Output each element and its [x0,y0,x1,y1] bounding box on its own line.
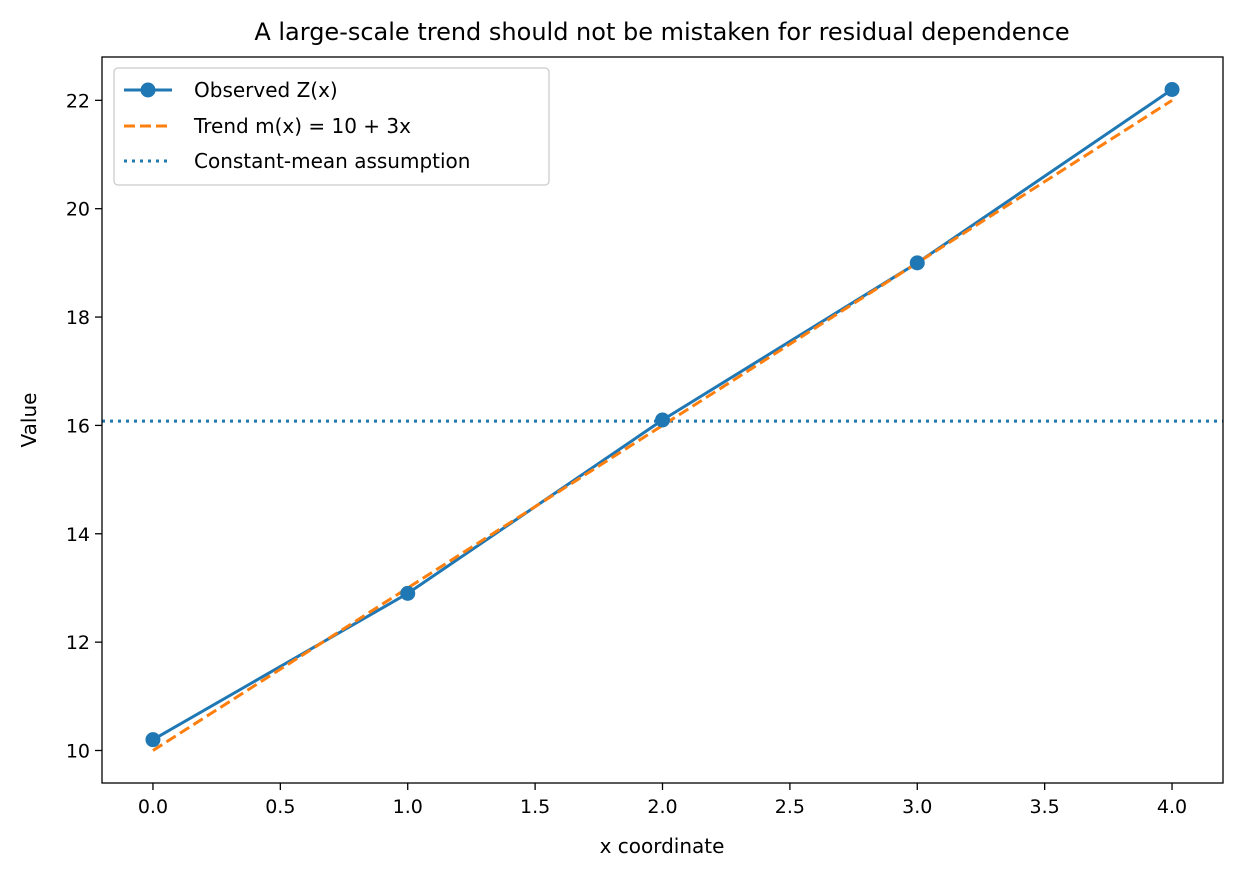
legend-entry-trend: Trend m(x) = 10 + 3x [124,114,411,138]
y-tick-label: 20 [66,199,90,221]
x-tick-label: 1.0 [393,796,423,818]
legend-label-trend: Trend m(x) = 10 + 3x [193,114,411,138]
legend-marker-observed [140,82,156,98]
x-tick-label: 2.0 [647,796,677,818]
chart-title: A large-scale trend should not be mistak… [254,18,1069,46]
x-tick-label: 3.5 [1030,796,1060,818]
legend: Observed Z(x) Trend m(x) = 10 + 3x Const… [113,67,550,186]
legend-entry-observed: Observed Z(x) [124,78,338,102]
observed-point [1164,82,1180,98]
y-tick-label: 18 [66,307,90,329]
legend-box [113,67,550,186]
x-axis-label: x coordinate [600,834,725,858]
y-tick-label: 12 [66,632,90,654]
x-tick-label: 0.5 [265,796,295,818]
observed-point [400,585,416,601]
y-tick-label: 22 [66,90,90,112]
y-tick-label: 14 [66,524,90,546]
y-axis-label: Value [17,393,41,448]
observed-point [909,255,925,271]
plot-area-frame [101,56,1224,784]
y-tick-label: 10 [66,740,90,762]
x-tick-label: 0.0 [138,796,168,818]
x-tick-label: 3.0 [902,796,932,818]
legend-entry-constant-mean: Constant-mean assumption [124,149,470,173]
legend-label-constant-mean: Constant-mean assumption [194,149,470,173]
series-layer [102,82,1223,752]
x-tick-label: 1.5 [520,796,550,818]
observed-point [655,412,670,428]
y-tick-label: 16 [66,415,90,437]
observed-point [145,732,161,748]
x-axis-ticks: 0.0 0.5 1.0 1.5 2.0 2.5 3.0 3.5 4.0 [138,783,1187,818]
trend-series-line [152,99,1173,752]
x-tick-label: 2.5 [775,796,805,818]
legend-label-observed: Observed Z(x) [194,78,338,102]
y-axis-ticks: 10 12 14 16 18 20 22 [66,90,102,762]
x-tick-label: 4.0 [1157,796,1187,818]
